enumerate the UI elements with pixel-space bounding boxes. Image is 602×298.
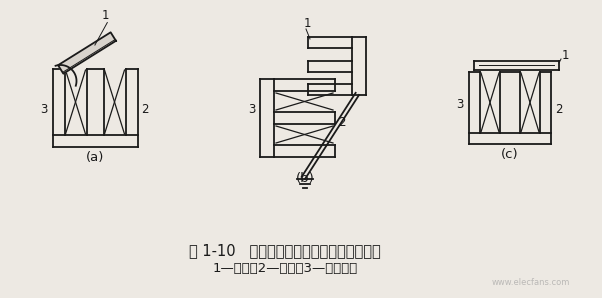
Text: (c): (c) xyxy=(501,148,519,161)
Text: (a): (a) xyxy=(86,151,104,164)
Text: 3: 3 xyxy=(248,103,255,116)
Text: 图 1-10   交流接触器常用的动、静铁心结构: 图 1-10 交流接触器常用的动、静铁心结构 xyxy=(189,243,381,258)
Text: 2: 2 xyxy=(338,116,346,129)
Text: 1—衡铁；2—铁心；3—吸引线圈: 1—衡铁；2—铁心；3—吸引线圈 xyxy=(213,262,358,275)
Text: 1: 1 xyxy=(562,49,569,62)
Text: 1: 1 xyxy=(102,9,109,21)
Text: 2: 2 xyxy=(555,103,562,116)
Text: 3: 3 xyxy=(456,98,464,111)
Text: 3: 3 xyxy=(40,103,48,116)
Text: (b): (b) xyxy=(296,172,314,185)
Text: www.elecfans.com: www.elecfans.com xyxy=(492,278,570,287)
Text: 1: 1 xyxy=(304,17,311,30)
Text: 2: 2 xyxy=(141,103,149,116)
Polygon shape xyxy=(58,32,116,74)
